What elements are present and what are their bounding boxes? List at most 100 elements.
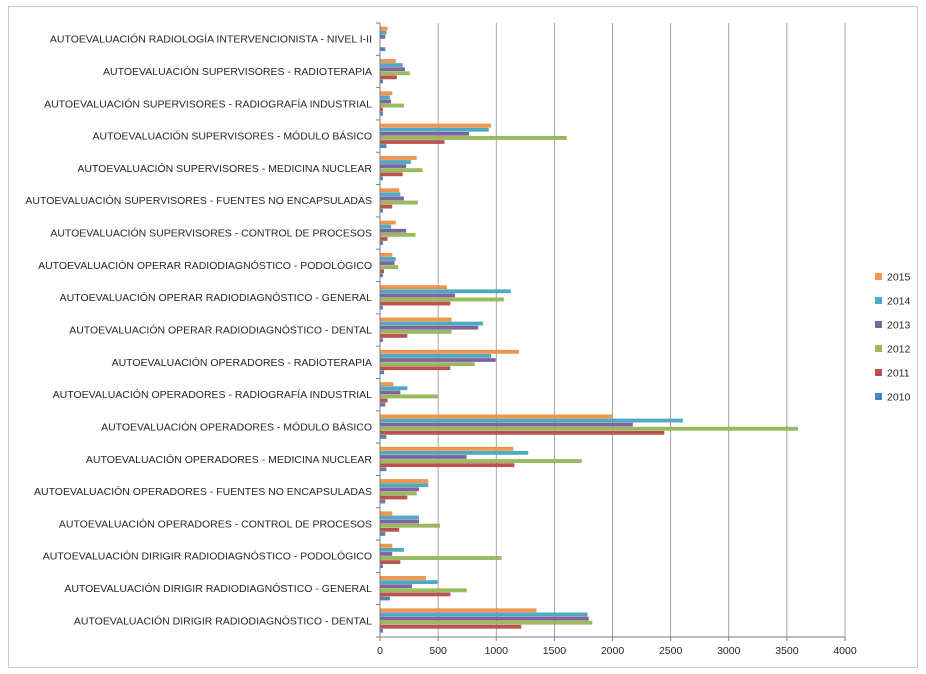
bar-2011-17 [380, 592, 451, 597]
bar-2015-17 [380, 576, 426, 580]
bar-2010-15 [380, 531, 386, 536]
bar-2015-12 [380, 414, 612, 419]
bar-2015-13 [380, 446, 514, 451]
bar-2015-0 [380, 26, 388, 31]
bar-2012-11 [380, 394, 438, 399]
bar-2010-18 [380, 628, 383, 633]
category-label: AUTOEVALUACIÓN OPERADORES - MEDICINA NUC… [86, 453, 373, 466]
bar-2013-3 [380, 131, 469, 136]
bar-2010-5 [380, 208, 383, 213]
bar-2015-1 [380, 59, 396, 63]
bar-2010-2 [380, 111, 383, 116]
category-label: AUTOEVALUACIÓN OPERADORES - CONTROL DE P… [59, 517, 372, 530]
bar-2011-13 [380, 463, 515, 468]
bar-2014-8 [380, 289, 511, 294]
bar-2013-13 [380, 455, 467, 459]
bar-2012-2 [380, 103, 404, 108]
bar-2011-6 [380, 237, 388, 241]
bar-2012-4 [380, 168, 423, 173]
category-label: AUTOEVALUACIÓN SUPERVISORES - FUENTES NO… [25, 194, 372, 207]
bar-2013-5 [380, 196, 404, 201]
bar-2013-1 [380, 67, 406, 72]
bar-2010-0 [380, 47, 386, 52]
bar-2014-1 [380, 63, 403, 68]
category-label: AUTOEVALUACIÓN OPERADORES - FUENTES NO E… [34, 485, 372, 498]
bar-2011-2 [380, 107, 383, 112]
x-tick-labels: 0 500 1000 1500 2000 2500 3000 3500 4000 [377, 645, 857, 657]
bar-2015-3 [380, 123, 492, 128]
legend-swatch-2013 [875, 321, 882, 328]
bar-2013-8 [380, 293, 456, 298]
legend-swatch-2011 [875, 369, 882, 376]
category-label: AUTOEVALUACIÓN OPERADORES - MÓDULO BÁSIC… [101, 420, 372, 433]
bar-2011-11 [380, 398, 388, 403]
legend-label-2011: 2011 [887, 368, 910, 380]
category-label: AUTOEVALUACIÓN OPERADORES - RADIOTERAPIA [112, 356, 372, 369]
x-tick-label: 3000 [717, 645, 741, 657]
bar-2012-15 [380, 523, 440, 528]
axes [376, 22, 846, 641]
bar-2011-15 [380, 527, 400, 532]
bar-2010-7 [380, 273, 383, 278]
legend-label-2013: 2013 [887, 320, 911, 332]
bar-2015-4 [380, 155, 417, 160]
bar-2013-11 [380, 390, 401, 395]
x-tick-label: 2000 [601, 645, 625, 657]
bar-2011-14 [380, 495, 408, 500]
bar-2015-16 [380, 543, 393, 548]
category-label: AUTOEVALUACIÓN DIRIGIR RADIODIAGNÓSTICO … [74, 614, 372, 627]
x-tick-label: 500 [429, 645, 447, 657]
bar-2014-3 [380, 127, 489, 132]
bar-2015-2 [380, 91, 393, 96]
bar-2013-16 [380, 551, 393, 556]
bar-2013-7 [380, 261, 395, 266]
bar-2013-2 [380, 99, 392, 104]
bar-2013-0 [380, 34, 386, 39]
x-tick-label: 0 [377, 645, 383, 657]
bar-2015-7 [380, 252, 393, 257]
bar-2012-10 [380, 362, 475, 367]
bar-2012-1 [380, 71, 410, 76]
legend: 2015 2014 2013 2012 2011 2010 [875, 272, 911, 404]
bar-2010-13 [380, 467, 387, 472]
bar-2010-16 [380, 564, 383, 569]
bar-2013-6 [380, 228, 407, 233]
bar-2011-5 [380, 204, 393, 209]
bar-2012-14 [380, 491, 417, 496]
bar-2014-16 [380, 547, 404, 552]
category-label: AUTOEVALUACIÓN OPERAR RADIODIAGNÓSTICO -… [69, 324, 372, 337]
chart-frame: AUTOEVALUACIÓN RADIOLOGÍA INTERVENCIONIS… [8, 6, 918, 668]
gridlines [437, 23, 846, 637]
category-label: AUTOEVALUACIÓN OPERAR RADIODIAGNÓSTICO -… [38, 259, 372, 272]
bar-2014-13 [380, 450, 529, 455]
bar-2012-5 [380, 200, 418, 205]
bar-2012-18 [380, 620, 593, 625]
bar-2010-8 [380, 305, 383, 310]
category-label: AUTOEVALUACIÓN SUPERVISORES - RADIOGRAFÍ… [44, 97, 372, 110]
bar-2012-12 [380, 426, 798, 431]
x-tick-label: 4000 [833, 645, 857, 657]
bar-chart: AUTOEVALUACIÓN RADIOLOGÍA INTERVENCIONIS… [25, 22, 911, 657]
bar-2014-14 [380, 483, 429, 488]
bars [380, 26, 798, 633]
legend-swatch-2015 [875, 273, 882, 280]
bar-2014-2 [380, 95, 390, 100]
bar-2014-12 [380, 418, 683, 423]
bar-2015-18 [380, 608, 537, 613]
bar-2015-5 [380, 188, 400, 193]
bar-2015-8 [380, 285, 447, 290]
bar-2010-17 [380, 596, 390, 601]
category-label: AUTOEVALUACIÓN RADIOLOGÍA INTERVENCIONIS… [50, 33, 372, 46]
bar-2012-17 [380, 588, 467, 593]
bar-2014-11 [380, 386, 408, 391]
bar-2015-10 [380, 349, 519, 354]
bar-2014-9 [380, 321, 483, 326]
x-tick-label: 1000 [485, 645, 509, 657]
bar-2012-3 [380, 135, 567, 140]
bar-2015-6 [380, 220, 396, 225]
bar-2011-4 [380, 172, 403, 177]
category-label: AUTOEVALUACIÓN SUPERVISORES - MÓDULO BÁS… [93, 130, 372, 143]
bar-2014-18 [380, 612, 588, 617]
x-tick-label: 3500 [775, 645, 799, 657]
bar-2010-11 [380, 402, 386, 407]
